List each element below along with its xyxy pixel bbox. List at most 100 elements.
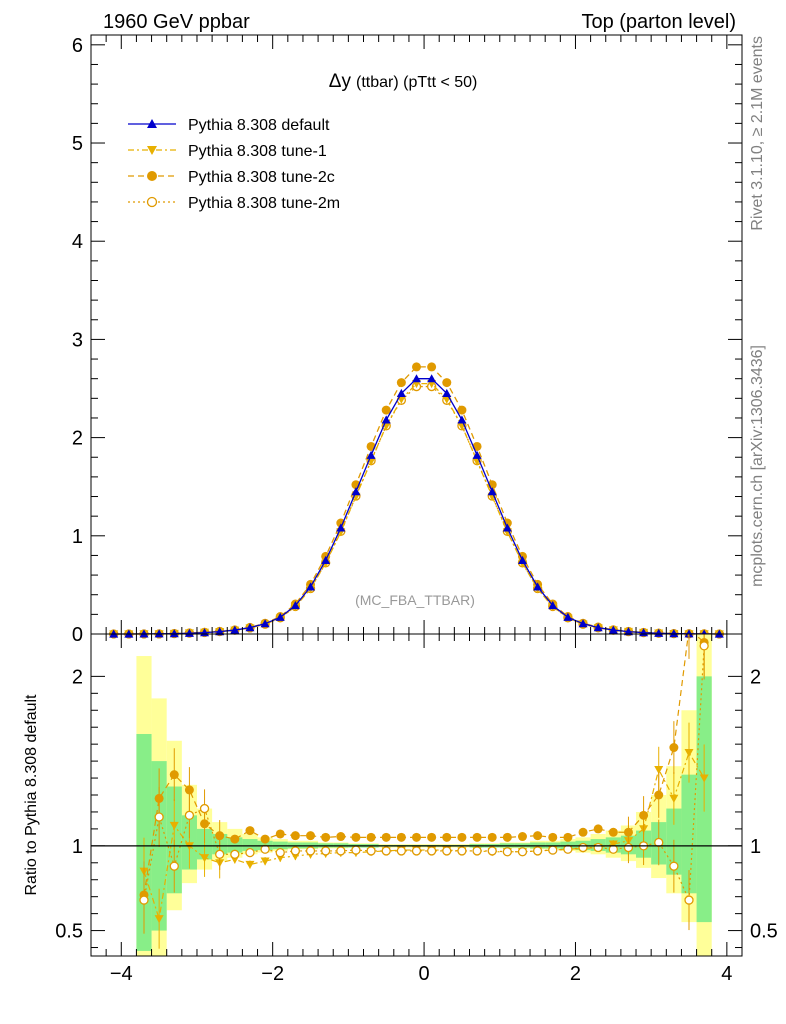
ratio-point <box>457 832 467 842</box>
ratio-point <box>699 774 709 783</box>
data-point <box>381 415 391 424</box>
ratio-point <box>245 860 255 869</box>
legend-marker <box>147 119 157 128</box>
data-point <box>275 612 285 621</box>
ratio-point <box>200 854 210 863</box>
header-left: 1960 GeV ppbar <box>103 11 250 33</box>
ratio-point <box>381 832 391 842</box>
main-ytick-label: 5 <box>72 133 83 155</box>
ratio-point <box>669 861 679 871</box>
ratio-point <box>532 846 543 856</box>
band-green <box>242 839 258 851</box>
data-point <box>215 627 225 636</box>
main-plot-panel: 0 1 2 3 4 5 6 Δy (ttbar) (pTtt < 50) (MC_FBA_T… <box>72 34 743 646</box>
plot-title-main: Δy <box>329 71 352 92</box>
main-ytick-label: 6 <box>72 35 83 57</box>
ratio-point <box>215 831 225 841</box>
series-pythia-8-308-default <box>109 374 724 638</box>
data-point <box>381 405 391 415</box>
main-ytick-label: 4 <box>72 231 83 253</box>
data-point <box>563 612 573 621</box>
ratio-point <box>245 826 255 836</box>
ratio-point <box>548 845 558 855</box>
data-point <box>184 628 194 637</box>
plot-title-sub: (ttbar) (pTtt < 50) <box>356 74 477 91</box>
ratio-point <box>412 832 421 842</box>
ratio-xtick-label: −4 <box>110 963 133 985</box>
data-point <box>502 523 512 532</box>
ratio-point <box>230 849 240 859</box>
legend: Pythia 8.308 default Pythia 8.308 tune-1 P… <box>128 117 340 212</box>
ratio-point <box>184 785 194 795</box>
data-point <box>230 625 240 634</box>
ratio-xtick-label: 2 <box>570 963 581 985</box>
ratio-point <box>427 832 437 842</box>
ratio-xtick-label: −2 <box>261 963 284 985</box>
ratio-point <box>563 844 573 854</box>
plot-annotation: (MC_FBA_TTBAR) <box>355 592 475 608</box>
ratio-point <box>578 842 588 853</box>
data-point <box>654 628 664 637</box>
ratio-point <box>154 915 164 924</box>
legend-marker <box>147 146 157 155</box>
ratio-xtick-label: 4 <box>721 963 732 985</box>
data-point <box>396 388 406 398</box>
data-point <box>260 619 270 628</box>
data-point <box>351 487 361 496</box>
ratio-ytick-label: 2 <box>72 666 83 688</box>
ratio-point <box>684 895 694 905</box>
ratio-point <box>502 847 512 857</box>
data-point <box>290 601 300 610</box>
ratio-point <box>654 790 664 800</box>
ratio-point <box>669 743 679 753</box>
ratio-point <box>563 832 573 842</box>
ratio-plot-panel: 0.5 0.5 1 1 2 2 −4 −2 0 2 4 Ratio to Pythia 8.308… <box>23 633 778 985</box>
ratio-pythia-8-308-tune-2m <box>139 634 709 934</box>
ratio-point <box>457 846 467 856</box>
data-point <box>321 555 331 564</box>
legend-label: Pythia 8.308 tune-2m <box>188 195 340 212</box>
ratio-point <box>426 846 437 856</box>
ratio-point <box>245 847 255 858</box>
ratio-point <box>608 844 618 854</box>
ratio-point <box>411 846 422 856</box>
ratio-point <box>639 810 649 820</box>
ratio-point <box>654 765 664 775</box>
ratio-point <box>169 770 179 780</box>
data-point <box>669 629 679 638</box>
ratio-point <box>336 832 346 842</box>
data-point <box>623 627 633 636</box>
ratio-point <box>260 834 270 844</box>
ratio-point <box>321 846 331 856</box>
ratio-point <box>169 821 179 831</box>
ratio-point <box>517 832 527 842</box>
main-ytick-label: 1 <box>72 526 83 548</box>
data-point <box>517 555 527 564</box>
ratio-pythia-8-308-tune-2c <box>139 634 709 929</box>
ratio-point <box>487 846 497 856</box>
ratio-point <box>654 837 664 848</box>
data-point <box>442 388 452 398</box>
data-point <box>487 487 497 496</box>
ratio-line <box>143 645 705 901</box>
ratio-point <box>230 834 240 844</box>
ratio-point <box>351 845 361 855</box>
ratio-point <box>396 846 407 856</box>
ratio-point <box>623 842 634 853</box>
ratio-point <box>699 641 709 651</box>
data-point <box>396 378 406 388</box>
data-point <box>169 629 179 638</box>
data-point <box>472 450 482 459</box>
main-ytick-label: 2 <box>72 428 83 450</box>
ratio-ytick-label: 0.5 <box>55 921 83 943</box>
data-point <box>154 629 164 638</box>
ratio-point <box>184 810 195 820</box>
data-point <box>578 619 588 628</box>
main-ytick-label: 3 <box>72 329 83 351</box>
ratio-point <box>366 846 376 856</box>
ratio-point <box>669 794 679 803</box>
ratio-point <box>533 831 543 841</box>
ratio-point <box>608 827 618 837</box>
data-point <box>139 629 149 638</box>
ratio-ytick-label-right: 0.5 <box>750 921 778 943</box>
